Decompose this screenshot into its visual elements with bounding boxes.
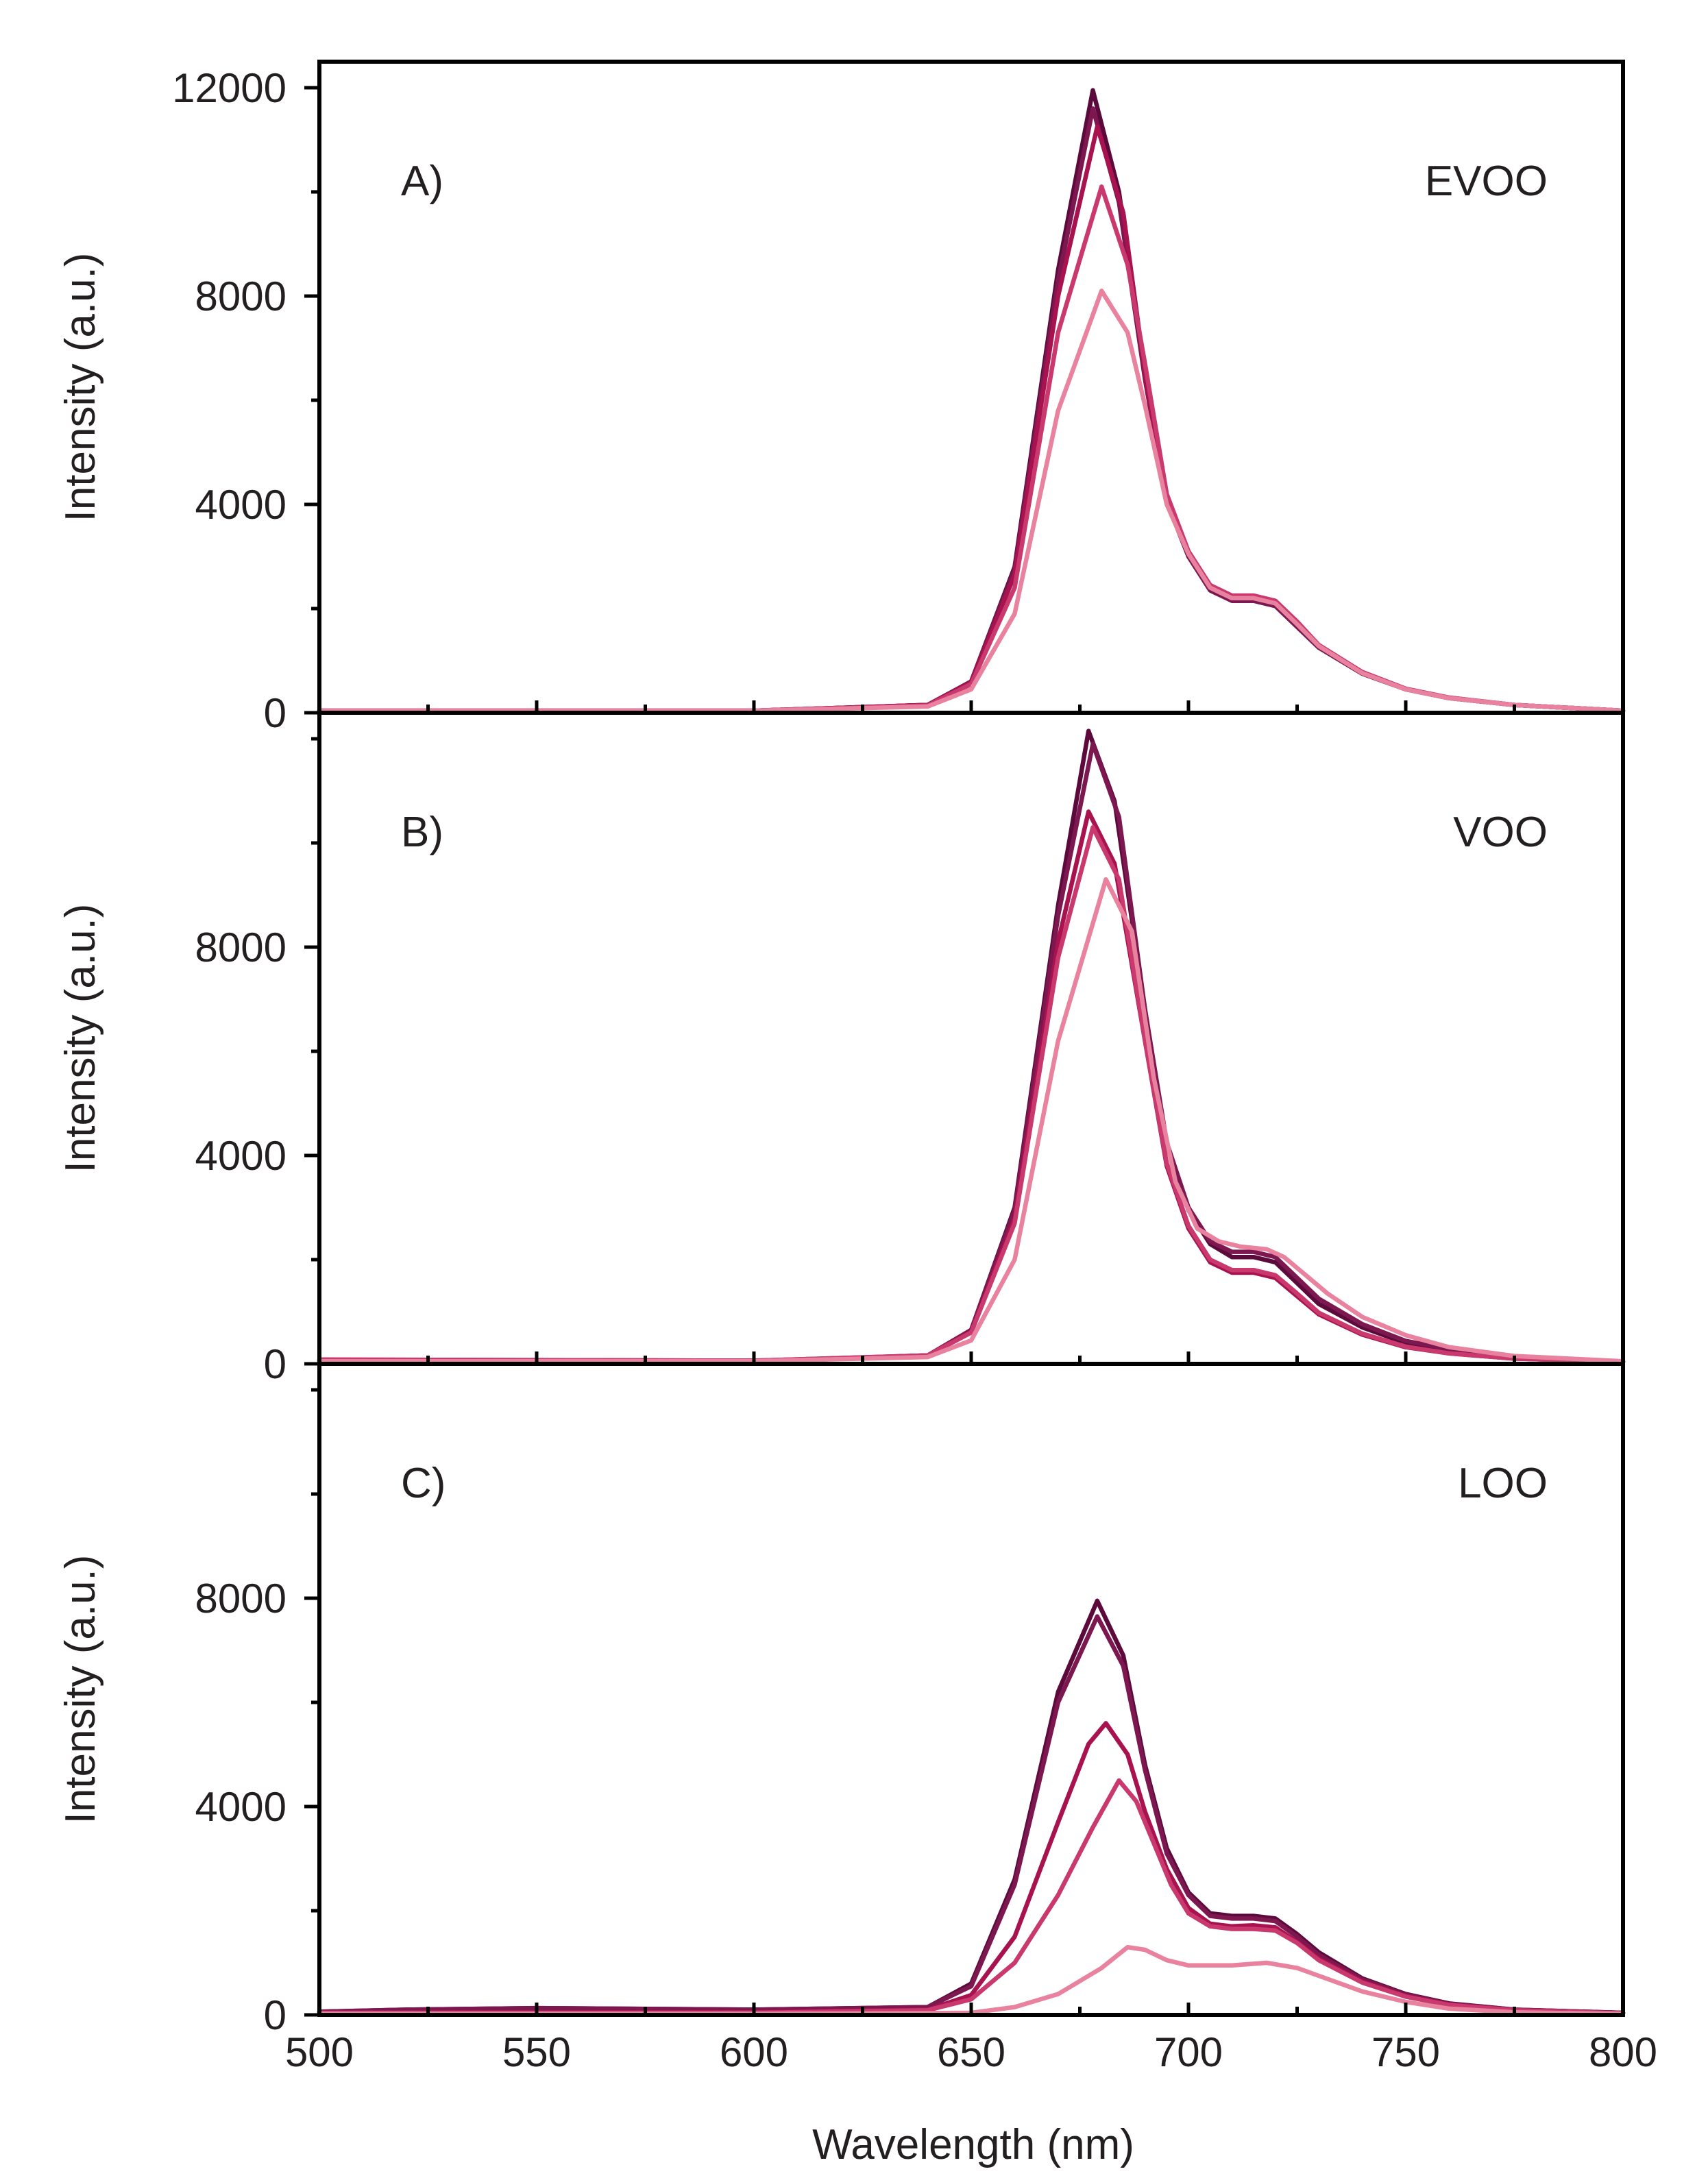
panel-c-frame — [317, 1362, 1625, 2017]
panel-b-series-4 — [317, 824, 1626, 1365]
x-tick-label: 700 — [1154, 2029, 1223, 2075]
panel-b-series-5 — [317, 877, 1626, 1364]
x-axis-title: Wavelength (nm) — [812, 2121, 1134, 2168]
panel-a-label: A) — [401, 158, 443, 205]
panel-a-sample-name: EVOO — [1425, 158, 1548, 205]
panel-c-sample-name: LOO — [1458, 1460, 1548, 1507]
panel-a-y-tick-label: 0 — [264, 690, 286, 736]
x-tick-label: 600 — [720, 2029, 788, 2075]
panel-c: 0 4000 8000 500 550 600 650 700 750 800 C) LOO In… — [57, 1362, 1657, 2075]
panel-b-y-axis-title: Intensity (a.u.) — [57, 904, 104, 1173]
panel-a-y-tick-label: 12000 — [172, 65, 286, 111]
panel-c-label: C) — [401, 1460, 446, 1507]
x-tick-label: 550 — [502, 2029, 571, 2075]
x-tick-label: 800 — [1589, 2029, 1657, 2075]
panel-c-series-5 — [317, 1944, 1626, 2016]
panel-c-y-tick-label: 0 — [264, 1992, 286, 2038]
panel-b-label: B) — [401, 809, 443, 856]
panel-b-sample-name: VOO — [1453, 809, 1548, 856]
panel-c-y-tick-label: 4000 — [195, 1784, 286, 1830]
panel-a-y-tick-label: 4000 — [195, 482, 286, 528]
panel-b: 0 4000 8000 B) VOO Intensity (a.u.) — [57, 711, 1626, 1387]
panel-a-y-axis-title: Intensity (a.u.) — [57, 253, 104, 522]
x-tick-label: 650 — [937, 2029, 1005, 2075]
panel-b-y-tick-label: 0 — [264, 1341, 286, 1387]
x-tick-label: 750 — [1371, 2029, 1440, 2075]
panel-c-series-4 — [317, 1778, 1626, 2016]
panel-b-y-tick-label: 4000 — [195, 1133, 286, 1179]
panel-c-y-tick-label: 8000 — [195, 1576, 286, 1622]
panel-a-series-5 — [317, 289, 1626, 713]
panel-b-y-tick-label: 8000 — [195, 925, 286, 970]
panel-c-y-axis-title: Intensity (a.u.) — [57, 1555, 104, 1824]
panel-a-y-tick-label: 8000 — [195, 273, 286, 319]
panel-a: 0 4000 8000 12000 A) EVOO Intensity (a.u.) — [57, 60, 1626, 736]
x-tick-label: 500 — [285, 2029, 354, 2075]
